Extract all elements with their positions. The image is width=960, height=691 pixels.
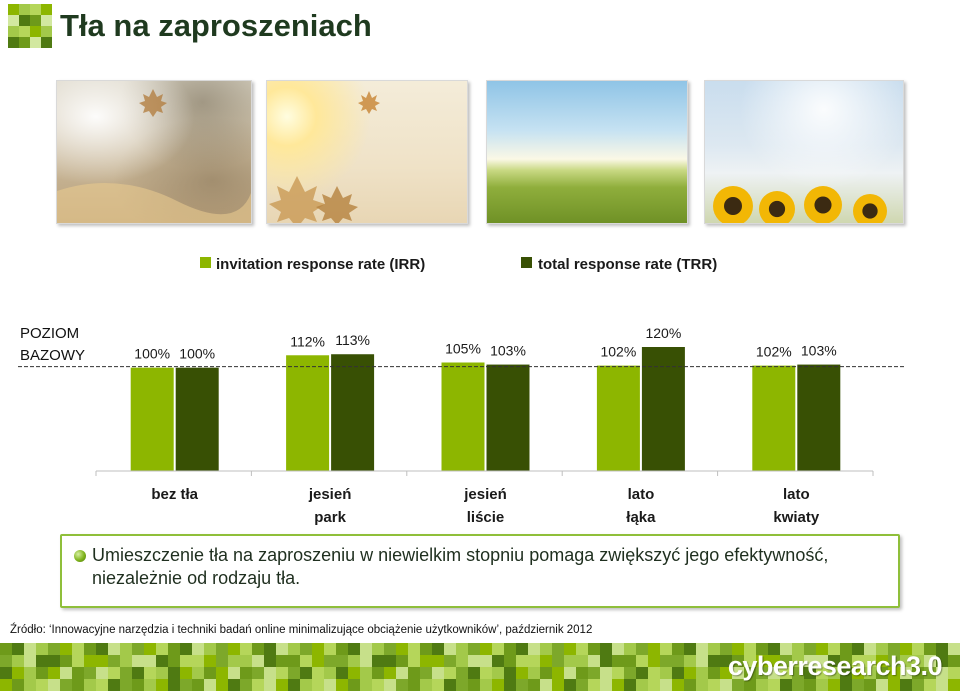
value-label-trr-1: 113% [335,332,370,348]
footer-mosaic-band [0,643,960,691]
bar-irr-4 [752,365,796,471]
bar-trr-2 [486,364,530,471]
value-label-irr-0: 100% [134,346,170,362]
legend-label-irr: invitation response rate (IRR) [216,256,425,273]
mosaic-logo-icon [8,4,52,48]
bar-trr-4 [797,364,841,471]
photo-autumn-leaves [266,80,468,224]
category-label-4-1: kwiaty [773,509,820,526]
legend-label-trr: total response rate (TRR) [538,256,717,273]
legend-swatch-irr [200,257,211,268]
legend-swatch-trr [521,257,532,268]
value-label-trr-4: 103% [801,343,837,359]
value-label-trr-2: 103% [490,343,526,359]
summary-note: Umieszczenie tła na zaproszeniu w niewie… [60,534,900,608]
summary-note-text: Umieszczenie tła na zaproszeniu w niewie… [92,545,829,588]
bullet-icon [74,550,86,562]
bar-chart: invitation response rate (IRR) total res… [18,256,905,526]
category-label-1-0: jesień [308,486,352,503]
value-label-irr-2: 105% [445,341,481,357]
bar-irr-3 [596,365,640,471]
value-label-irr-1: 112% [290,333,325,349]
photo-summer-sunflowers [704,80,904,224]
value-label-trr-3: 120% [645,325,681,341]
bar-irr-0 [130,367,174,471]
value-label-irr-3: 102% [600,344,636,360]
category-label-3-0: lato [628,486,655,503]
category-label-2-1: liście [467,509,505,526]
bar-trr-1 [331,354,375,471]
page-title: Tła na zaproszeniach [60,8,372,43]
source-citation: Źródło: ‘Innowacyjne narzędzia i technik… [10,624,593,636]
baseline-label-line-1: POZIOM [20,325,79,342]
brand-logo: cyberresearch3.0 [727,651,943,681]
bar-trr-3 [641,347,685,471]
category-label-1-1: park [314,509,346,526]
bar-irr-2 [441,362,485,471]
category-label-4-0: lato [783,486,810,503]
bar-irr-1 [286,355,330,471]
category-label-0-0: bez tła [151,486,198,503]
baseline-label-line-2: BAZOWY [20,347,85,364]
baseline-label: POZIOM BAZOWY [20,325,85,364]
value-label-irr-4: 102% [756,344,792,360]
category-label-2-0: jesień [463,486,507,503]
photo-autumn-park [56,80,252,224]
category-label-3-1: łąka [626,509,656,526]
photo-summer-meadow [486,80,688,224]
chart-legend: invitation response rate (IRR) total res… [200,256,717,273]
value-label-trr-0: 100% [179,346,215,362]
bar-trr-0 [175,367,219,471]
